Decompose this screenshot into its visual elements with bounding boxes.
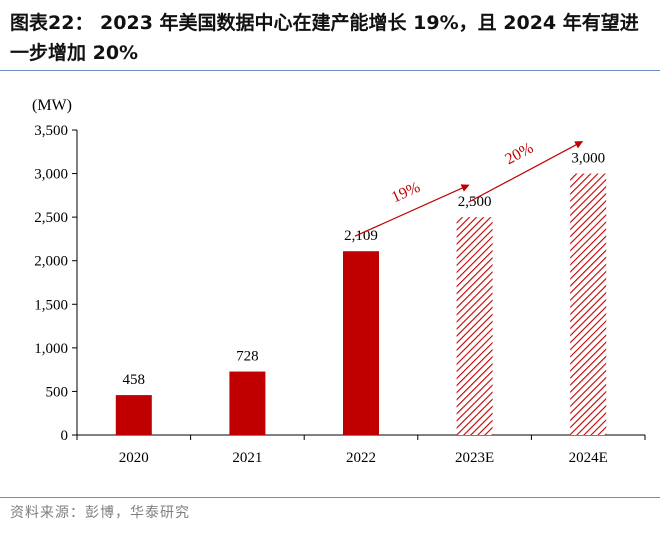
x-tick-label: 2020 (119, 450, 149, 466)
bar-value-label: 458 (123, 372, 146, 388)
source-note: 资料来源：彭博，华泰研究 (10, 505, 190, 521)
y-tick-label: 1,500 (34, 297, 68, 313)
title-divider (0, 70, 660, 71)
bar-estimated (456, 217, 493, 435)
bars: 458 728 2,109 2,500 3,000 (115, 151, 607, 436)
y-tick-label: 2,000 (34, 254, 68, 270)
growth-label: 20% (502, 139, 536, 168)
x-tick-label: 2022 (346, 450, 376, 466)
bar-value-label: 728 (236, 349, 259, 365)
y-axis-label: (MW) (32, 97, 72, 114)
bar (229, 371, 266, 435)
source-divider (0, 497, 660, 498)
bar-value-label: 3,000 (571, 151, 605, 167)
bar-value-label: 2,109 (344, 228, 378, 244)
y-tick-label: 500 (46, 384, 69, 400)
growth-label: 19% (389, 179, 423, 207)
x-tick-label: 2023E (455, 450, 494, 466)
growth-arrow (468, 141, 584, 203)
chart-title: 图表22： 2023 年美国数据中心在建产能增长 19%，且 2024 年有望进… (10, 12, 639, 64)
y-tick-label: 2,500 (34, 210, 68, 226)
y-tick-label: 3,500 (34, 123, 68, 139)
bar (343, 251, 379, 435)
x-tick-label: 2024E (569, 450, 608, 466)
growth-arrow (354, 184, 470, 237)
y-tick-label: 0 (61, 428, 69, 444)
bar (115, 395, 152, 435)
x-tick-label: 2021 (232, 450, 262, 466)
y-axis: 0 500 1,000 1,500 2,000 2,500 3,000 3,500 (34, 123, 78, 444)
bar-value-label: 2,500 (458, 194, 492, 210)
y-tick-label: 3,000 (34, 167, 68, 183)
y-tick-label: 1,000 (34, 341, 68, 357)
x-axis: 2020 2021 2022 2023E 2024E (76, 434, 646, 466)
bar-estimated (570, 173, 607, 436)
